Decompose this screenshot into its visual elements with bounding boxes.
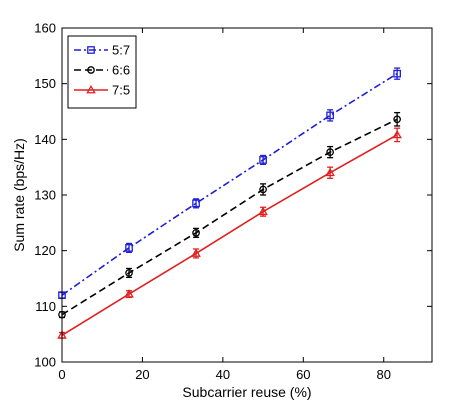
circle-marker <box>192 229 200 237</box>
circle-marker <box>393 115 401 124</box>
legend: 5:7 6:6 7:5 <box>67 35 137 109</box>
series-1-point <box>393 67 401 80</box>
square-marker <box>125 244 133 252</box>
series-2-point <box>326 145 334 159</box>
x-tick-label: 0 <box>58 367 65 382</box>
y-tick-label: 120 <box>34 243 56 258</box>
series-1-point <box>125 242 133 253</box>
triangle-marker <box>124 289 134 298</box>
series-3-point <box>124 289 134 299</box>
triangle-marker <box>258 206 268 216</box>
series-3-point <box>258 206 268 217</box>
legend-circle-marker <box>87 66 95 74</box>
y-tick-label: 140 <box>34 132 56 147</box>
series-2-point <box>192 227 200 238</box>
axis-ticks: 0 20 40 60 80 100 110 120 130 140 150 160 <box>34 21 432 382</box>
circle-marker <box>125 269 133 277</box>
series-3-point <box>392 127 402 143</box>
series-1-line <box>61 72 398 296</box>
series-3-point <box>325 166 335 179</box>
legend-entry-1: 5:7 <box>74 43 130 58</box>
legend-triangle-marker <box>86 85 96 94</box>
triangle-marker <box>325 167 335 177</box>
x-tick-label: 20 <box>135 367 149 382</box>
series-markers <box>57 67 402 339</box>
series-2-point <box>125 267 133 279</box>
square-marker <box>259 156 267 164</box>
square-marker <box>192 199 200 208</box>
series-2-point <box>393 111 401 127</box>
circle-marker <box>326 148 334 156</box>
y-tick-label: 160 <box>34 21 56 36</box>
series-2-point <box>259 183 267 196</box>
y-tick-label: 110 <box>35 299 56 314</box>
series-3-point <box>191 248 201 259</box>
square-marker <box>393 69 401 78</box>
y-tick-label: 150 <box>34 76 56 91</box>
legend-label: 6:6 <box>112 63 130 78</box>
series-2-line <box>61 118 398 316</box>
series-1-point <box>192 198 200 209</box>
square-marker <box>326 111 334 120</box>
series-3-line <box>61 134 398 336</box>
series-1-point <box>326 109 334 122</box>
series-1-point <box>259 154 267 166</box>
legend-label: 7:5 <box>112 83 130 98</box>
x-tick-label: 80 <box>377 367 391 382</box>
x-tick-label: 60 <box>296 367 310 382</box>
legend-entry-2: 6:6 <box>74 63 130 78</box>
legend-box <box>67 35 137 109</box>
legend-entry-3: 7:5 <box>74 83 130 98</box>
y-tick-label: 130 <box>34 188 56 203</box>
y-tick-label: 100 <box>34 355 56 370</box>
triangle-marker <box>191 248 201 257</box>
x-tick-label: 40 <box>216 367 230 382</box>
legend-square-marker <box>87 46 95 54</box>
circle-marker <box>259 185 267 194</box>
legend-label: 5:7 <box>112 43 130 58</box>
y-axis-label: Sum rate (bps/Hz) <box>11 138 27 252</box>
x-axis-label: Subcarrier reuse (%) <box>182 384 311 400</box>
series-lines <box>61 72 398 336</box>
triangle-marker <box>392 129 402 139</box>
